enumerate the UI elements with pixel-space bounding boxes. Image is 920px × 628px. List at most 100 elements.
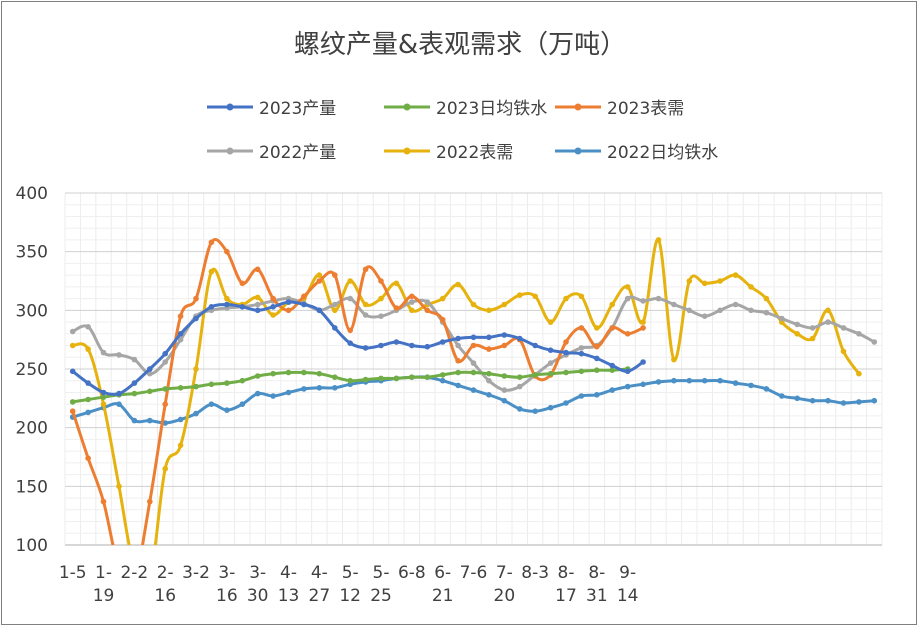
data-point [486, 334, 492, 341]
data-point [455, 369, 461, 376]
data-point [840, 400, 847, 406]
x-tick-label: 6- [434, 563, 451, 583]
data-point [239, 280, 246, 287]
data-point [671, 356, 677, 363]
data-point [686, 377, 693, 384]
data-point [100, 349, 107, 356]
data-point [208, 401, 215, 408]
data-point [655, 379, 662, 385]
data-point [640, 298, 646, 304]
data-point [131, 380, 138, 386]
data-point [177, 442, 184, 449]
legend-item-2022-hot-metal: 2022日均铁水 [553, 138, 718, 163]
data-point [563, 339, 569, 345]
data-point [393, 280, 400, 287]
series-4 [69, 366, 631, 405]
data-point [332, 385, 338, 391]
data-point [239, 304, 246, 310]
data-point [609, 367, 615, 374]
data-point [701, 313, 708, 320]
data-point [624, 383, 631, 390]
x-tick-label: 19 [93, 586, 115, 606]
data-point [779, 315, 785, 322]
x-tick-label: 30 [247, 586, 269, 606]
data-point [424, 307, 431, 314]
data-point [871, 339, 878, 345]
data-point [563, 295, 569, 302]
data-point [208, 239, 215, 246]
data-point [516, 292, 523, 298]
data-point [362, 376, 369, 383]
data-point [332, 272, 338, 278]
x-tick-label: 9- [619, 563, 636, 583]
data-point [501, 342, 508, 349]
data-point [285, 369, 292, 376]
data-point [624, 368, 631, 375]
data-point [177, 313, 184, 320]
data-point [409, 374, 415, 381]
data-point [224, 380, 230, 386]
data-point [856, 370, 862, 377]
data-point [270, 304, 276, 310]
y-tick-label: 300 [16, 301, 48, 321]
data-point [470, 342, 477, 349]
data-point [409, 299, 415, 305]
x-tick-label: 2- [157, 563, 174, 583]
x-tick-label: 17 [555, 586, 577, 606]
legend-item-2023-output: 2023产量 [205, 94, 336, 119]
data-point [486, 370, 492, 377]
data-point [594, 367, 600, 374]
data-point [856, 331, 862, 337]
data-point [301, 386, 307, 392]
legend-item-2023-hot-metal: 2023日均铁水 [382, 94, 547, 119]
data-point [748, 284, 754, 290]
x-tick-label: 3-2 [182, 563, 210, 583]
x-tick-label: 16 [154, 586, 176, 606]
data-point [424, 374, 431, 381]
x-tick-label: 20 [494, 586, 516, 606]
data-point [486, 392, 492, 398]
data-point [578, 393, 585, 399]
data-point [609, 362, 615, 369]
series-0 [69, 374, 878, 426]
data-point [763, 309, 770, 316]
x-tick-label: 21 [432, 586, 454, 606]
data-point [516, 383, 523, 390]
data-point [85, 396, 91, 403]
data-point [701, 377, 708, 384]
data-point [717, 377, 723, 384]
data-point [254, 266, 261, 273]
data-point [455, 281, 461, 288]
data-point [85, 455, 91, 462]
data-point [285, 389, 292, 396]
data-point [671, 301, 677, 308]
data-point [85, 380, 91, 386]
data-point [640, 381, 646, 388]
data-point [301, 301, 307, 308]
data-point [347, 377, 354, 384]
data-point [794, 321, 800, 328]
series-5 [69, 299, 646, 397]
data-point [609, 325, 615, 331]
data-point [378, 295, 384, 302]
x-tick-label: 8- [588, 563, 605, 583]
data-point [516, 335, 523, 342]
data-point [439, 372, 446, 378]
data-point [208, 268, 215, 275]
data-point [147, 388, 153, 395]
data-point [285, 307, 292, 314]
x-tick-label: 27 [309, 586, 331, 606]
data-point [85, 409, 91, 416]
data-point [594, 392, 600, 398]
y-tick-label: 350 [16, 243, 48, 263]
data-point [732, 272, 739, 278]
x-tick-label: 3- [249, 563, 266, 583]
data-point [563, 369, 569, 376]
legend-item-2022-demand: 2022表需 [382, 138, 513, 163]
y-tick-label: 250 [16, 360, 48, 380]
data-point [131, 417, 138, 424]
data-point [147, 366, 153, 372]
data-point [316, 272, 323, 278]
data-point [686, 278, 693, 284]
data-point [578, 345, 585, 351]
